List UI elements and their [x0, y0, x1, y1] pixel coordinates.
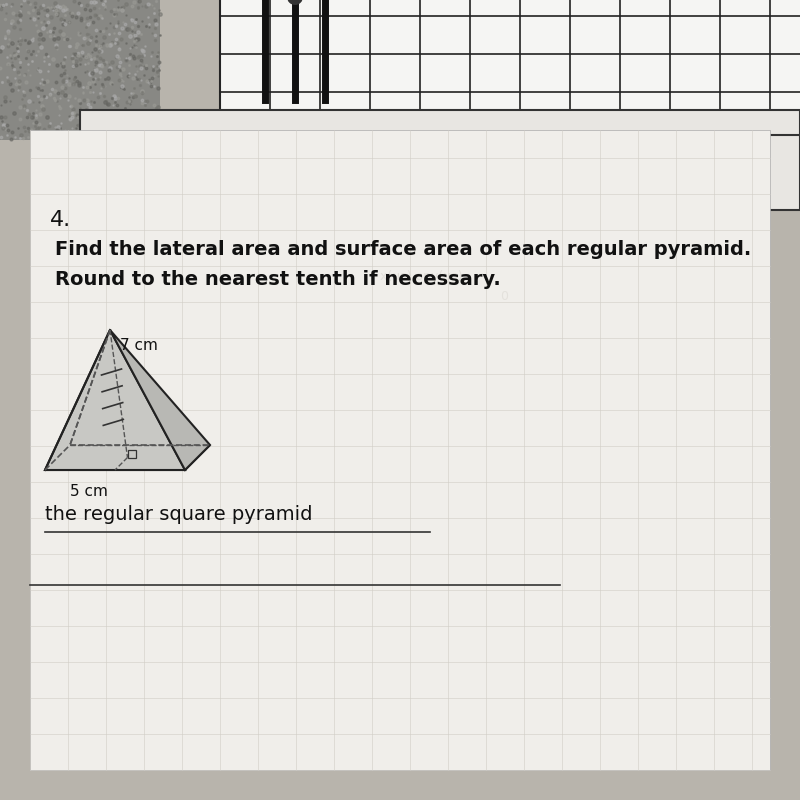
- FancyBboxPatch shape: [220, 0, 800, 140]
- Polygon shape: [45, 330, 185, 470]
- Polygon shape: [110, 330, 210, 470]
- Text: 7 cm: 7 cm: [120, 338, 158, 353]
- Circle shape: [287, 0, 303, 5]
- FancyBboxPatch shape: [80, 110, 800, 210]
- Text: Round to the nearest tenth if necessary.: Round to the nearest tenth if necessary.: [55, 270, 501, 289]
- Text: 5 cm: 5 cm: [70, 484, 108, 499]
- Text: 4.: 4.: [50, 210, 71, 230]
- Bar: [0, 0, 160, 140]
- Text: Find the lateral area and surface area of each regular pyramid.: Find the lateral area and surface area o…: [55, 240, 751, 259]
- Text: the regular square pyramid: the regular square pyramid: [45, 505, 313, 524]
- Polygon shape: [45, 330, 110, 470]
- Bar: [30, 130, 770, 770]
- Text: 0: 0: [500, 290, 508, 303]
- Polygon shape: [45, 445, 210, 470]
- Text: x(us) opy(us): x(us) opy(us): [380, 270, 462, 283]
